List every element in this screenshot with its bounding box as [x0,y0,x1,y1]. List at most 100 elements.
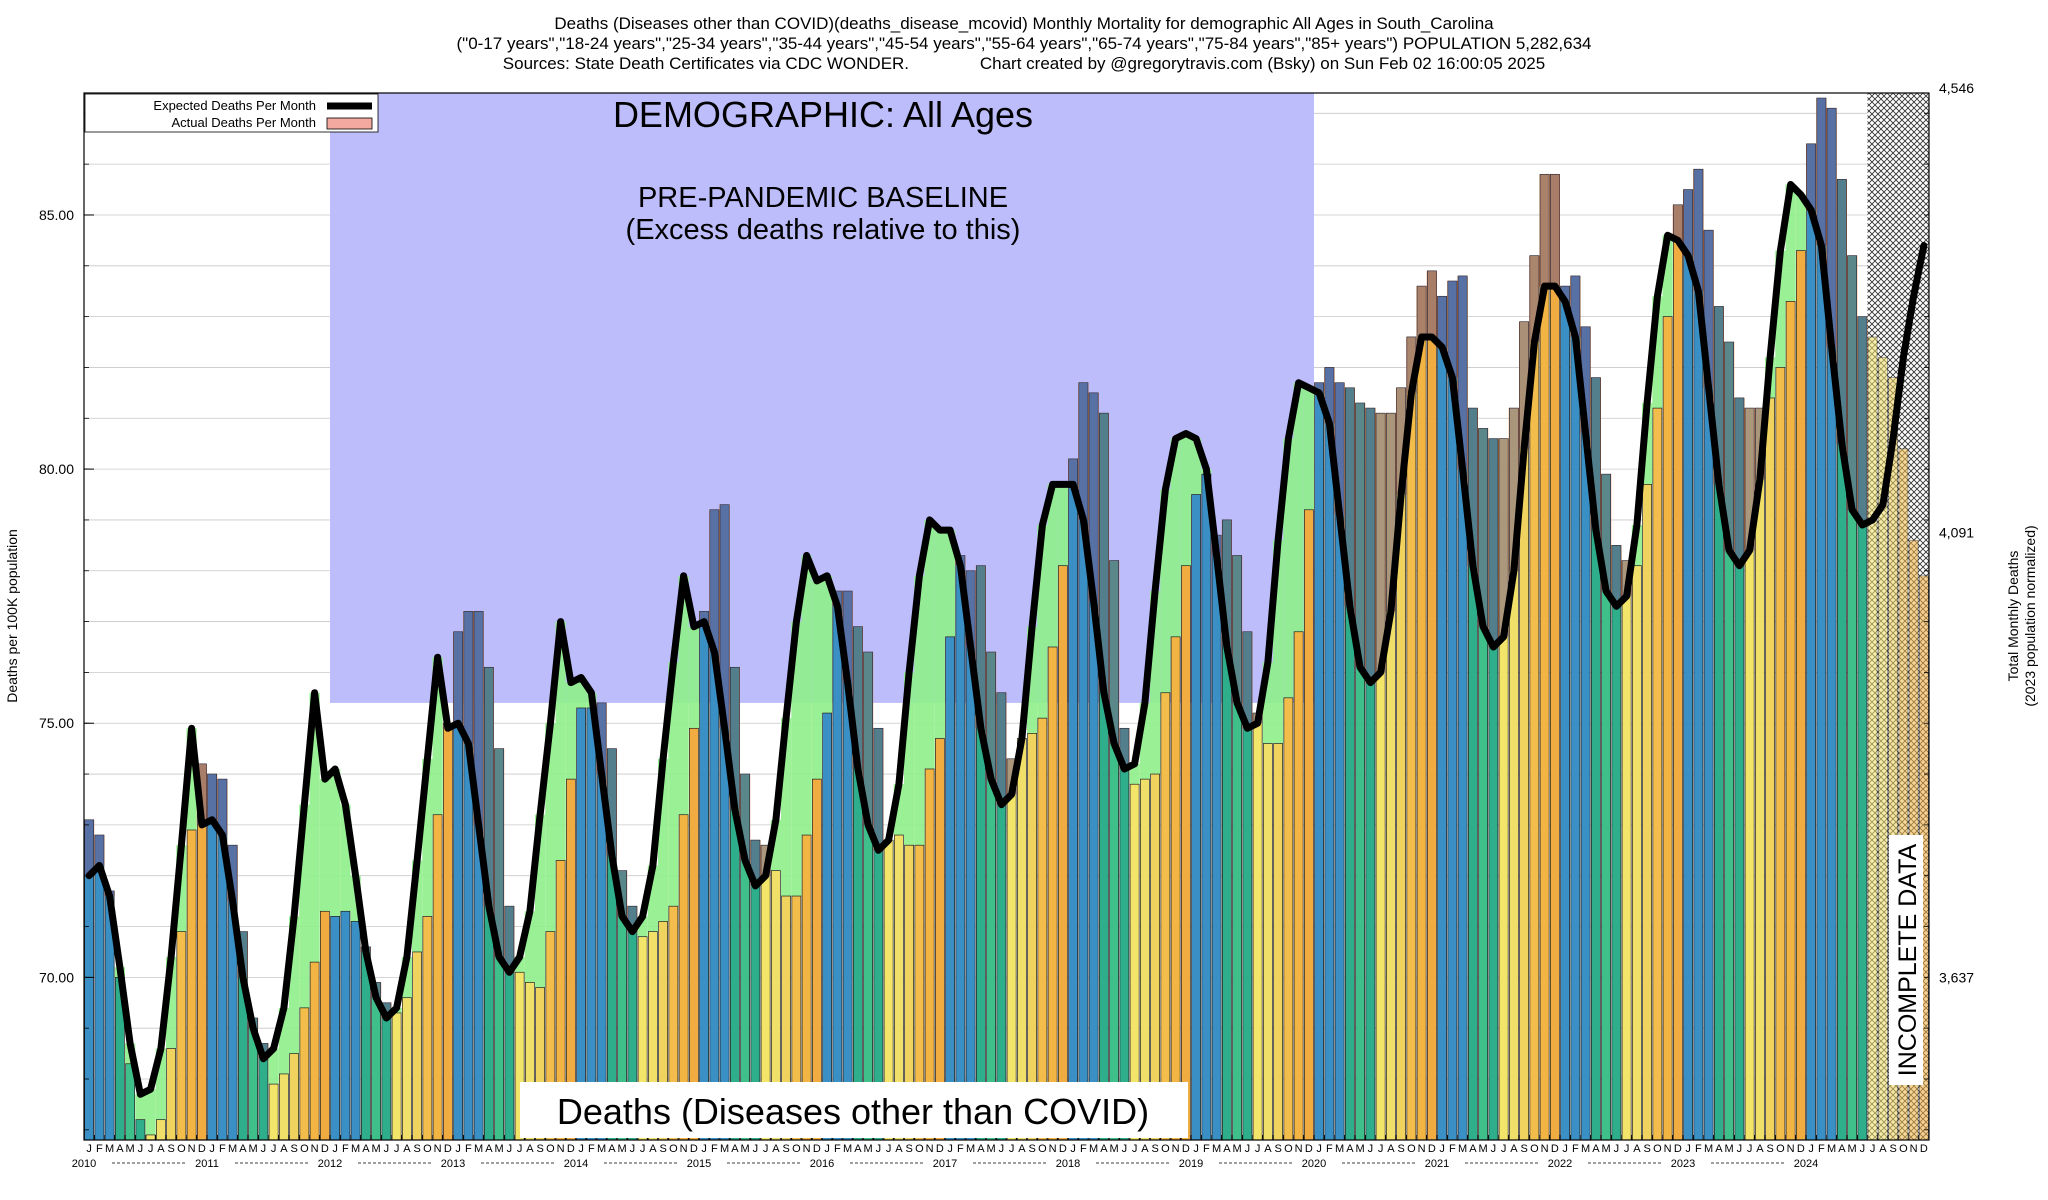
x-month-label: A [1387,1143,1395,1155]
deficit-fill [1047,484,1058,647]
deficit-fill [176,845,187,932]
x-month-label: O [1776,1143,1785,1155]
excess-overlay [1324,367,1334,424]
x-month-label: J [876,1143,882,1155]
excess-overlay [966,570,976,647]
x-month-label: S [1643,1143,1650,1155]
excess-overlay [1806,143,1816,210]
deficit-fill [1139,702,1150,780]
actual-deaths-bar [135,1119,146,1140]
actual-deaths-bar [576,707,586,1140]
deficit-fill [934,530,945,739]
legend: Expected Deaths Per Month Actual Deaths … [84,93,379,133]
x-month-label: A [608,1143,616,1155]
x-month-label: J [630,1143,636,1155]
x-month-label: F [1572,1143,1579,1155]
x-month-label: F [342,1143,349,1155]
actual-deaths-bar [1785,301,1796,1140]
actual-deaths-bar [422,916,433,1140]
x-month-label: S [1397,1143,1404,1155]
x-month-label: M [126,1143,135,1155]
excess-overlay [228,845,238,902]
x-month-label: J [1562,1143,1568,1155]
actual-deaths-bar [535,987,545,1140]
y-right-tick-label: 4,091 [1939,525,1974,541]
actual-deaths-bar [1303,509,1314,1140]
x-month-label: D [813,1143,821,1155]
x-year-label: 2023 [1671,1158,1695,1170]
excess-overlay [1119,728,1129,769]
excess-overlay [1837,179,1847,444]
x-month-label: O [423,1143,432,1155]
x-month-label: J [271,1143,277,1155]
deficit-fill [801,555,812,836]
x-month-label: S [905,1143,912,1155]
deficit-fill [791,621,802,897]
deficit-fill [555,621,566,861]
actual-deaths-bar [1129,783,1140,1140]
deficit-fill [945,530,956,637]
baseline-annotation-line2: (Excess deaths relative to this) [626,214,1021,246]
excess-overlay [1417,286,1427,337]
excess-overlay [1570,275,1580,337]
x-month-label: D [1674,1143,1682,1155]
x-month-label: F [1326,1143,1333,1155]
x-month-label: M [1233,1143,1242,1155]
deficit-fill [1037,525,1048,719]
x-year-label: 2019 [1179,1158,1203,1170]
actual-deaths-bar [391,1012,402,1140]
actual-deaths-bar [186,829,197,1140]
x-month-label: J [947,1143,953,1155]
actual-deaths-bar [289,1053,300,1140]
y-right-tick-label: 3,637 [1939,969,1974,985]
excess-overlay [1519,321,1529,449]
excess-overlay [1673,204,1683,241]
actual-deaths-bar [1652,407,1663,1140]
deficit-fill [514,957,525,973]
x-month-label: A [895,1143,903,1155]
actual-deaths-bar [1888,377,1898,1140]
x-month-label: D [1428,1143,1436,1155]
x-month-label: M [351,1143,360,1155]
x-month-label: J [261,1143,267,1155]
actual-deaths-bar [1795,250,1806,1140]
deficit-fill [401,957,412,998]
excess-overlay [720,504,730,729]
deficit-fill [186,728,197,830]
actual-deaths-bar [340,910,351,1140]
x-year-label: 2014 [564,1158,588,1170]
demographic-annotation: DEMOGRAPHIC: All Ages [613,94,1033,135]
actual-deaths-bar [1180,565,1191,1140]
x-month-label: O [1038,1143,1047,1155]
x-month-label: J [384,1143,390,1155]
x-year-label: 2012 [318,1158,342,1170]
x-month-label: N [1541,1143,1549,1155]
x-month-label: J [517,1143,523,1155]
x-month-label: N [1787,1143,1795,1155]
excess-overlay [463,611,473,744]
x-year-label: 2017 [933,1158,957,1170]
x-month-label: O [1653,1143,1662,1155]
x-month-label: J [394,1143,400,1155]
excess-overlay [1365,408,1375,683]
x-month-label: N [311,1143,319,1155]
excess-overlay [1468,408,1478,566]
actual-deaths-bar [320,910,330,1140]
x-month-label: A [1018,1143,1026,1155]
excess-overlay [1560,286,1570,302]
x-month-label: O [1407,1143,1416,1155]
x-month-label: J [332,1143,338,1155]
x-month-label: A [1838,1143,1846,1155]
x-month-label: J [1255,1143,1261,1155]
actual-deaths-bar [1672,204,1683,1140]
actual-deaths-bar [955,555,966,1140]
bottom-title-background [520,1082,1188,1138]
actual-deaths-bar [268,1083,279,1140]
chart-subtitle-demographics: ("0-17 years","18-24 years","25-34 years… [456,34,1592,53]
excess-overlay [1499,438,1509,637]
x-month-label: M [249,1143,258,1155]
actual-deaths-bar [350,921,361,1140]
excess-overlay [1458,275,1468,470]
x-month-label: A [1141,1143,1149,1155]
